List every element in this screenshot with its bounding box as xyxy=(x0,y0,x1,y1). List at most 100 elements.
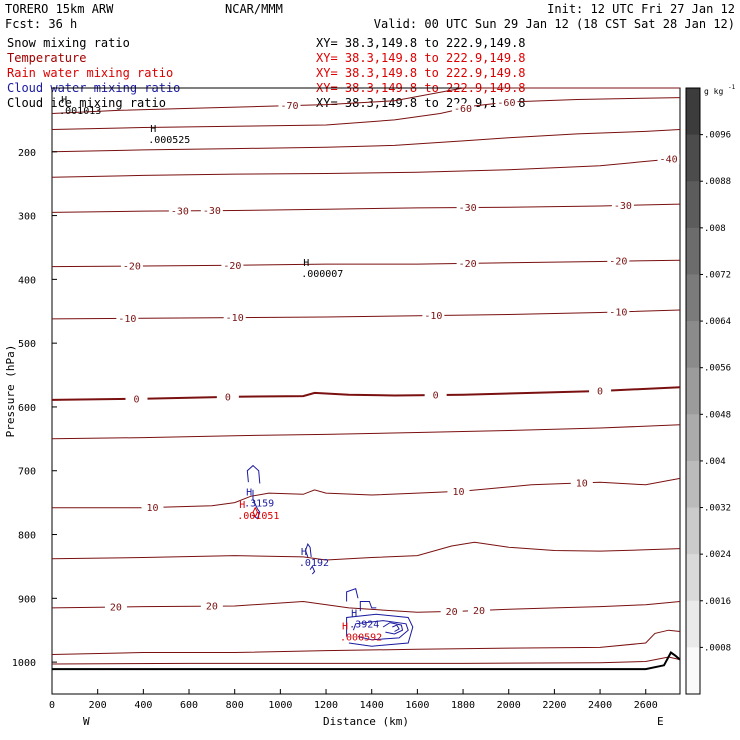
cloud-water-contour xyxy=(382,622,404,635)
isotherm-label-bg xyxy=(424,390,447,401)
x-tick-label: 1200 xyxy=(314,700,338,711)
x-tick-label: 800 xyxy=(226,700,244,711)
colorbar-tick-label: .0056 xyxy=(704,364,731,374)
snow-max-value: .000007 xyxy=(301,269,343,280)
terrain xyxy=(52,651,681,671)
cloud-water-contour xyxy=(352,620,409,641)
isotherm-label: -20 xyxy=(459,259,477,270)
cloud-water-contours xyxy=(246,464,414,647)
y-tick-label: 200 xyxy=(18,148,36,159)
colorbar-tick-label: .004 xyxy=(704,457,726,467)
colorbar-swatch xyxy=(686,460,700,509)
x-tick-label: 2400 xyxy=(588,700,612,711)
colorbar-tick-label: .0096 xyxy=(704,131,731,141)
colorbar-unit-sup: -1 xyxy=(728,84,736,91)
x-start-label: W xyxy=(83,715,90,728)
isotherm-5 xyxy=(51,424,681,440)
colorbar-swatch xyxy=(686,507,700,555)
colorbar-swatch xyxy=(686,367,700,415)
isotherm-label-bg xyxy=(200,205,223,216)
isotherm-label: -10 xyxy=(226,313,244,324)
isotherm-label: -60 xyxy=(454,104,472,115)
rain-max-value: .000592 xyxy=(340,632,382,643)
isotherm-label: -20 xyxy=(123,262,141,273)
cloud-max-value: .3159 xyxy=(244,498,274,509)
isotherm-label-bg xyxy=(468,605,491,616)
isotherm-label-bg xyxy=(657,154,680,165)
isotherm-label-bg xyxy=(141,502,164,513)
field-name: Rain water mixing ratio xyxy=(7,66,173,80)
colorbar-swatch xyxy=(686,88,700,136)
isotherm--70 xyxy=(51,87,680,114)
init-time: Init: 12 UTC Fri 27 Jan 12 xyxy=(547,2,735,16)
y-axis-label: Pressure (hPa) xyxy=(4,345,17,438)
isotherm-label: -20 xyxy=(223,261,241,272)
colorbar-swatch xyxy=(686,321,700,369)
snow-max-letter: H xyxy=(61,95,67,106)
isotherm-label: 0 xyxy=(433,391,439,402)
isotherm-label: 0 xyxy=(133,394,139,405)
cloud-max-letter: H xyxy=(351,609,357,620)
y-tick-label: 900 xyxy=(18,594,36,605)
rain-max-letter: H xyxy=(342,621,348,632)
x-tick-label: 1600 xyxy=(405,700,429,711)
temperature-contours: -70 -60 -60 -40 -30 -30 -30 -30 -20 -20 -20 -20 -10 -… xyxy=(51,87,681,665)
isotherm-label: -30 xyxy=(203,206,221,217)
colorbar-tick-label: .0016 xyxy=(704,597,731,607)
isotherm-label: -30 xyxy=(614,201,632,212)
field-name: Temperature xyxy=(7,51,86,65)
field-xy: XY= 38.3,149.8 to 222.9,149.8 xyxy=(316,51,526,65)
x-tick-label: 2600 xyxy=(634,700,658,711)
y-tick-label: 800 xyxy=(18,531,36,542)
colorbar: .0096 .0088 .008 .0072 .0064 .0056 .0048 .004 .0… xyxy=(685,84,736,695)
isotherm-label-bg xyxy=(570,477,593,488)
isotherm-label: 0 xyxy=(597,387,603,398)
isotherm-label-bg xyxy=(611,200,634,211)
x-tick-label: 1000 xyxy=(268,700,292,711)
colorbar-tick-label: .0008 xyxy=(704,643,731,653)
isotherm-label: 20 xyxy=(206,602,218,613)
colorbar-swatch xyxy=(686,274,700,322)
isotherm-25 xyxy=(51,629,681,655)
colorbar-swatch xyxy=(686,227,700,275)
cloud-max-letter: H xyxy=(301,547,307,558)
isotherm-label: -10 xyxy=(118,314,136,325)
colorbar-tick-label: .0024 xyxy=(704,550,731,560)
isotherm-30 xyxy=(51,656,681,665)
isotherm-label-bg xyxy=(223,312,246,323)
isotherm--40 xyxy=(51,157,681,178)
terrain-line xyxy=(52,651,681,671)
colorbar-swatch xyxy=(686,134,700,182)
colorbar-tick-label: .0032 xyxy=(704,504,731,514)
colorbar-border xyxy=(685,87,701,695)
colorbar-tick-label: .008 xyxy=(704,224,726,234)
cloud-max-letter: H xyxy=(246,487,252,498)
isotherm-label-bg xyxy=(452,103,475,114)
model-title: TORERO 15km ARW xyxy=(5,2,114,16)
isotherm-label-bg xyxy=(422,310,445,321)
y-tick-label: 400 xyxy=(18,275,36,286)
cloud-water-contour xyxy=(346,588,359,602)
x-tick-label: 2200 xyxy=(542,700,566,711)
cloud-water-contour xyxy=(252,489,261,520)
isotherm-label-bg xyxy=(168,205,191,216)
cloud-water-contour xyxy=(392,624,400,632)
cloud-water-contour xyxy=(304,543,312,558)
field-xy: XY= 38.3,149.8 to 222.9,149.8 xyxy=(316,36,526,50)
colorbar-swatch xyxy=(686,647,700,695)
isotherm-label: 10 xyxy=(576,478,588,489)
forecast-hour: Fcst: 36 h xyxy=(5,17,77,31)
x-tick-label: 0 xyxy=(49,700,55,711)
isotherm-label: 20 xyxy=(446,607,458,618)
isotherm--20 xyxy=(51,259,681,268)
colorbar-tick-label: .0048 xyxy=(704,410,731,420)
isotherm-label-bg xyxy=(589,386,612,396)
isotherm-label-bg xyxy=(200,601,223,612)
snow-max-letter: H xyxy=(150,124,156,135)
snow-max-letter: H xyxy=(303,258,309,269)
isotherm-label-bg xyxy=(607,306,630,317)
isotherm-label: -10 xyxy=(609,307,627,318)
isotherm-label: -10 xyxy=(424,311,442,322)
colorbar-swatch xyxy=(686,554,700,602)
